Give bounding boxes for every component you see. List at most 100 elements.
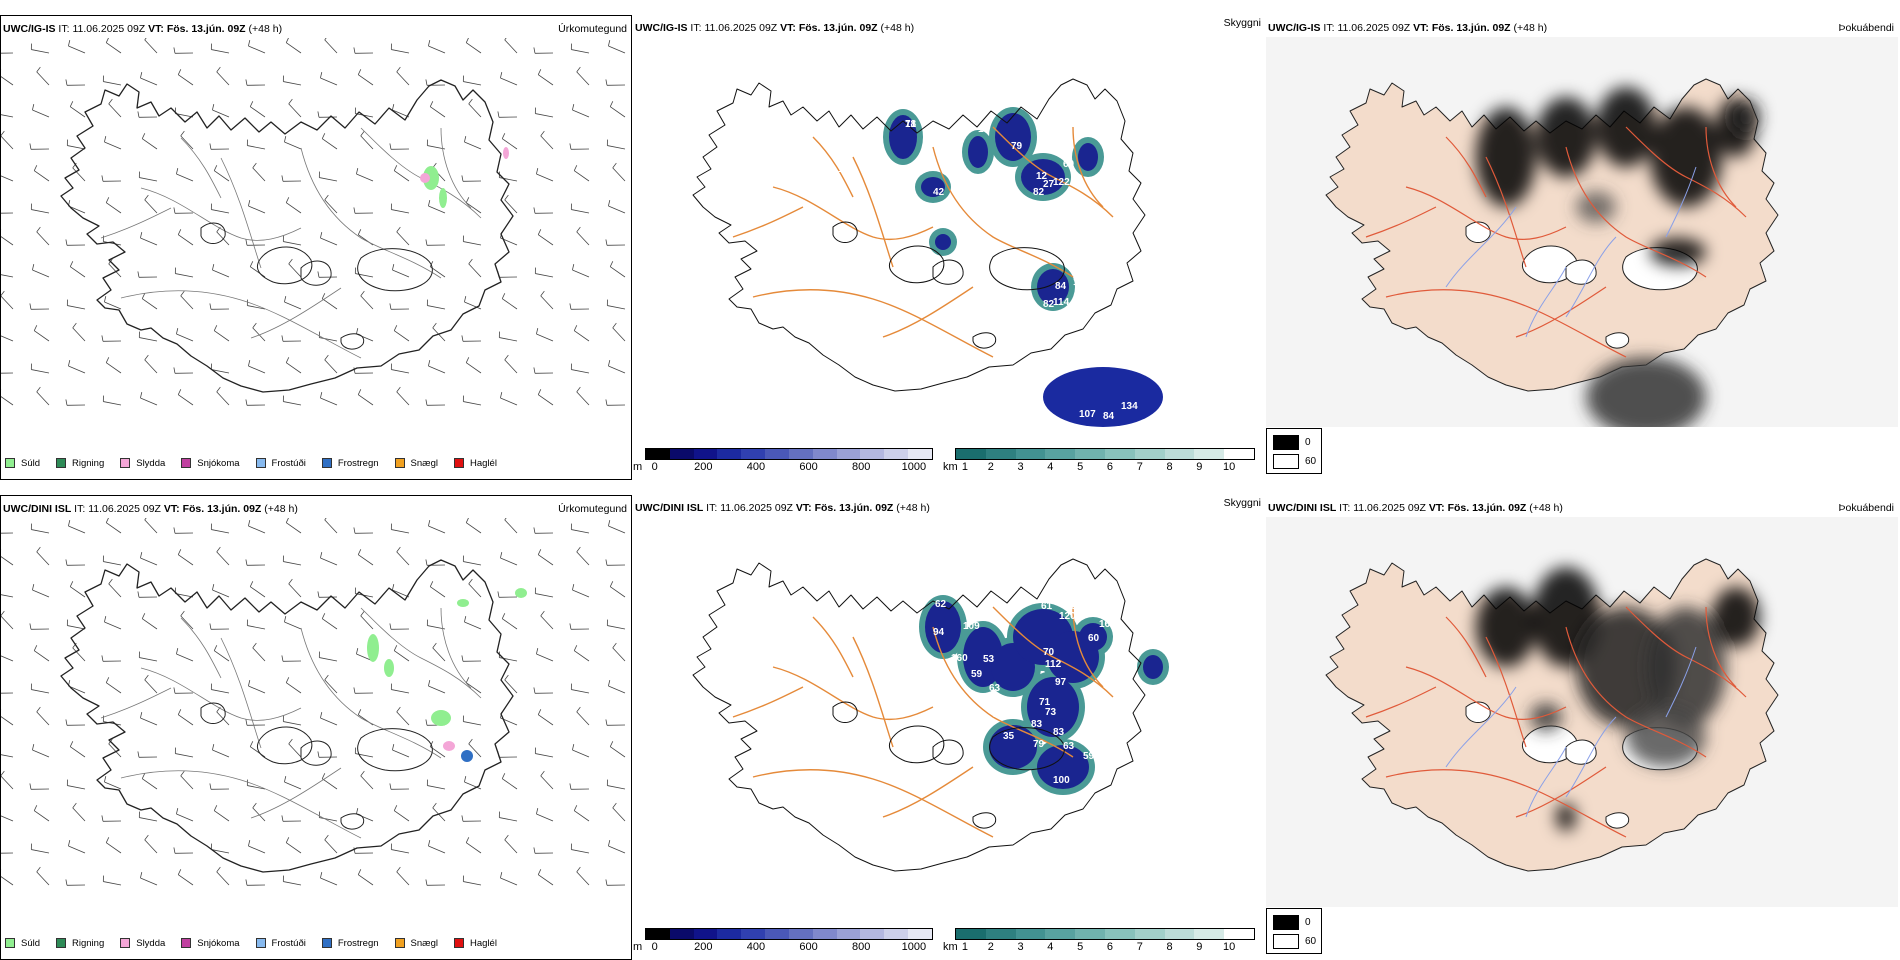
it-label: IT: <box>690 22 701 34</box>
lead-time: (+48 h) <box>1529 502 1563 514</box>
colorbar-segment <box>694 449 718 459</box>
colorbar-tick: 7 <box>1137 461 1143 473</box>
colorbar-segment <box>741 449 765 459</box>
legend-label: Haglél <box>470 938 497 949</box>
colorbar-segment <box>1224 929 1254 939</box>
panel-header: UWC/IG-IS IT: 11.06.2025 09Z VT: Fös. 13… <box>1268 22 1896 36</box>
wind-barbs <box>1 518 625 885</box>
map-canvas <box>1266 37 1898 427</box>
cloud-base-value: 63 <box>989 683 1001 694</box>
valid-time: Fös. 13.jún. 09Z <box>1432 22 1511 34</box>
cloud-base-value: 60 <box>1133 611 1145 622</box>
colorbar-segment <box>956 449 986 459</box>
colorbar-tick: 600 <box>799 461 817 473</box>
model-name: UWC/IG-IS <box>1268 22 1321 34</box>
model-name: UWC/IG-IS <box>635 22 688 34</box>
colorbar-segment <box>1105 929 1135 939</box>
legend-swatch <box>120 938 130 948</box>
colorbar-segment <box>1075 449 1105 459</box>
colorbar-tick: 1000 <box>902 461 926 473</box>
colorbar-segment <box>956 929 986 939</box>
cloud-base-value: 10 <box>978 124 990 135</box>
fog-legend-label: 0 <box>1305 917 1311 928</box>
cloud-base-value: 109 <box>963 621 980 632</box>
precip-area <box>443 741 455 751</box>
map-canvas <box>1266 517 1898 907</box>
legend-label: Haglél <box>470 458 497 469</box>
legend-label: Frostúði <box>272 458 306 469</box>
valid-time: Fös. 13.jún. 09Z <box>167 23 246 35</box>
colorbar-segment <box>1224 449 1254 459</box>
product-title: Úrkomutegund <box>558 503 627 515</box>
precip-area <box>367 588 527 726</box>
colorbar-segment <box>1135 929 1165 939</box>
colorbar-tick: 9 <box>1196 461 1202 473</box>
cloud-base-value: 122 <box>1053 177 1070 188</box>
fog-swatch-white <box>1273 454 1299 469</box>
panel-header: UWC/DINI ISL IT: 11.06.2025 09Z VT: Fös.… <box>635 502 1263 516</box>
cloud-base-value: 27 <box>1043 179 1055 190</box>
cloud-base-value: 73 <box>1045 707 1057 718</box>
colorbar-segment <box>986 929 1016 939</box>
cloud-base-value: 53 <box>983 654 995 665</box>
lead-time: (+48 h) <box>1514 22 1548 34</box>
vt-label: VT: <box>164 503 180 515</box>
legend-swatch <box>322 938 332 948</box>
legend-item: Rigning <box>56 458 104 469</box>
legend-swatch <box>181 458 191 468</box>
legend-swatch <box>256 458 266 468</box>
colorbar-segment <box>1165 929 1195 939</box>
legend-item: Snægl <box>395 458 438 469</box>
legend-label: Snjókoma <box>197 458 239 469</box>
colorbar-tick: 800 <box>852 941 870 953</box>
legend-item: Súld <box>5 458 40 469</box>
colorbar-tick: 600 <box>799 941 817 953</box>
colorbar-strip <box>955 448 1255 460</box>
colorbar-tick: 1000 <box>902 941 926 953</box>
legend-label: Súld <box>21 938 40 949</box>
model-name: UWC/DINI ISL <box>3 503 71 515</box>
fog-swatch-white <box>1273 934 1299 949</box>
panel-precip-type-top: UWC/IG-IS IT: 11.06.2025 09Z VT: Fös. 13… <box>0 15 632 480</box>
lead-time: (+48 h) <box>264 503 298 515</box>
colorbar-tick: 3 <box>1017 941 1023 953</box>
legend-swatch <box>256 938 266 948</box>
cloud-base-value: 120 <box>1059 611 1076 622</box>
cloud-base-value: 18 <box>905 119 917 130</box>
model-name: UWC/DINI ISL <box>635 502 703 514</box>
colorbar-tick: 5 <box>1077 941 1083 953</box>
colorbar-segment <box>1045 449 1075 459</box>
legend-label: Frostregn <box>338 458 379 469</box>
legend-swatch <box>5 458 15 468</box>
legend-swatch <box>454 458 464 468</box>
colorbar-segment <box>1194 449 1224 459</box>
fog-legend: 0 60 <box>1266 908 1322 954</box>
cloud-base-value: 17 <box>1043 139 1055 150</box>
init-time: 11.06.2025 09Z <box>704 22 777 34</box>
cloud-base-value: 70 <box>1043 647 1055 658</box>
colorbar-tick: 0 <box>652 941 658 953</box>
it-label: IT: <box>1323 22 1334 34</box>
panel-precip-type-bottom: UWC/DINI ISL IT: 11.06.2025 09Z VT: Fös.… <box>0 495 632 960</box>
cloud-base-value: 134 <box>1121 401 1138 412</box>
colorbar-unit: m <box>633 941 642 953</box>
legend-item: Frostregn <box>322 458 379 469</box>
iceland-map-fog <box>1266 517 1898 907</box>
colorbar-segment <box>908 929 932 939</box>
colorbar-segment <box>884 929 908 939</box>
colorbar-segment <box>670 929 694 939</box>
iceland-landmass <box>61 80 513 392</box>
cloud-base-value: 82 <box>963 731 975 742</box>
precip-area <box>423 166 447 208</box>
init-time: 11.06.2025 09Z <box>72 23 145 35</box>
cloud-base-value: 112 <box>1045 659 1062 670</box>
colorbar-segment <box>717 449 741 459</box>
colorbar-tick: 6 <box>1107 461 1113 473</box>
legend-label: Frostúði <box>272 938 306 949</box>
vt-label: VT: <box>780 22 796 34</box>
colorbar-segment <box>646 929 670 939</box>
colorbar-segment <box>1165 449 1195 459</box>
